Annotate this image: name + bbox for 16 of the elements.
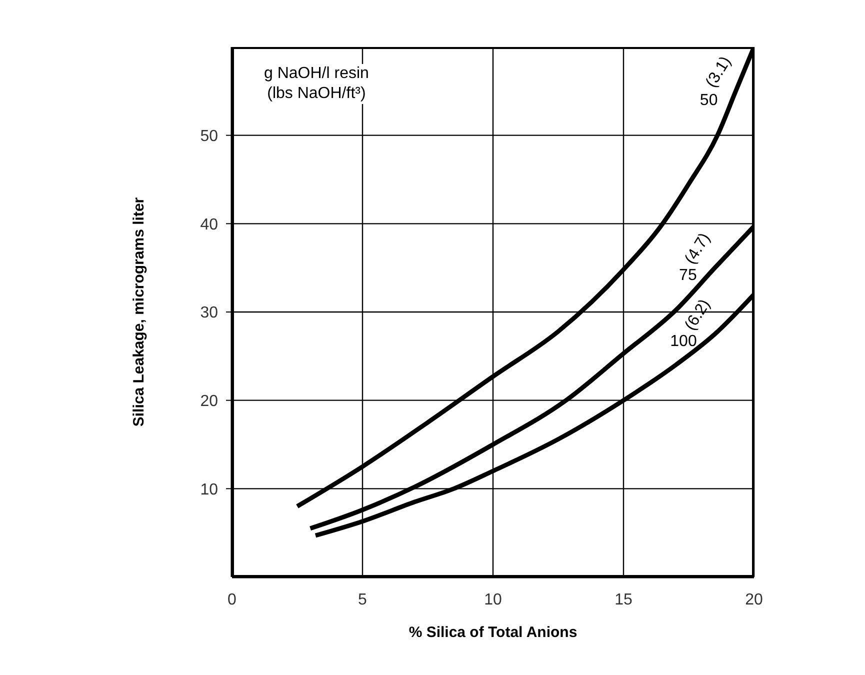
x-tick-label: 10: [484, 591, 502, 608]
y-tick-label: 50: [200, 128, 218, 146]
y-tick-label: 40: [200, 216, 218, 234]
y-tick-label: 20: [200, 393, 218, 410]
series-label: 100: [670, 333, 697, 350]
series-label: 50: [700, 92, 718, 110]
x-tick-label: 0: [228, 591, 237, 608]
x-tick-label: 5: [358, 591, 368, 608]
legend-title: g NaOH/l resin (lbs NaOH/ft³): [264, 64, 369, 104]
y-tick-label: 10: [200, 481, 218, 498]
x-tick-label: 20: [745, 591, 763, 608]
series-label: 75: [679, 266, 697, 284]
x-tick-label: 15: [614, 591, 632, 608]
y-axis-title: Silica Leakage, micrograms liter: [130, 197, 148, 427]
x-axis-title: % Silica of Total Anions: [408, 624, 578, 641]
y-tick-label: 30: [200, 304, 218, 322]
